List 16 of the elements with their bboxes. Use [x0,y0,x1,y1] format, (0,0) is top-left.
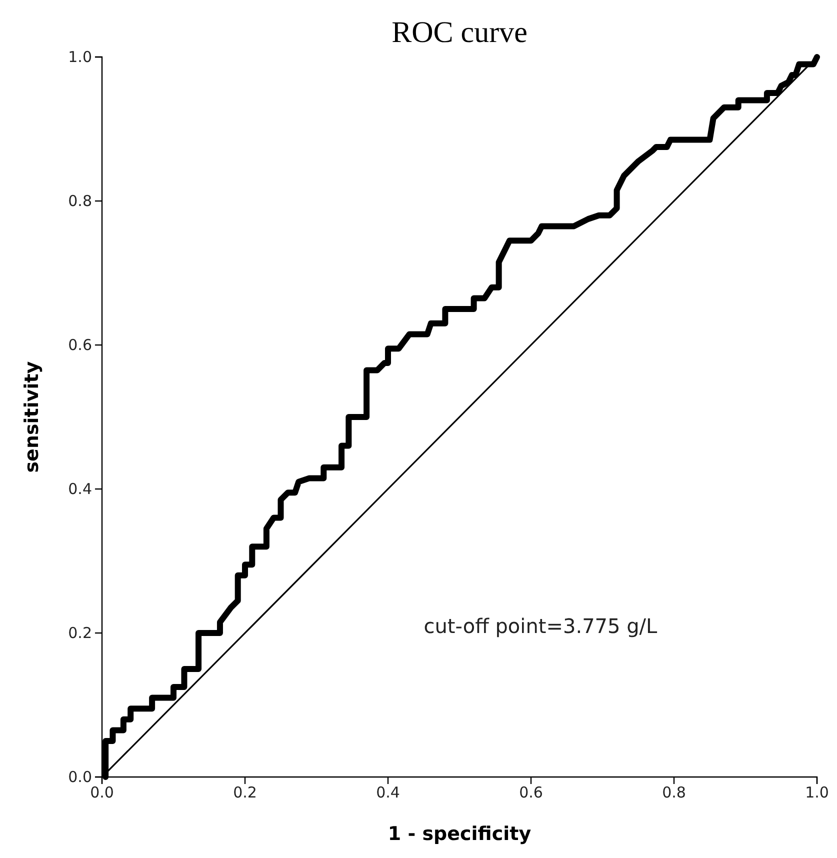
chart-title: ROC curve [392,16,528,49]
y-tick-label: 1.0 [68,48,92,66]
x-tick-label: 0.6 [519,784,543,802]
x-tick-label: 0.2 [233,784,257,802]
y-tick-label: 0.6 [68,336,92,354]
annotation: cut-off point=3.775 g/L [424,614,658,638]
y-axis-title: sensitivity [21,360,43,473]
y-tick-label: 0.8 [68,192,92,210]
y-tick-label: 0.2 [68,624,92,642]
y-tick-label: 0.4 [68,480,92,498]
x-tick-label: 0.0 [90,784,114,802]
y-tick-label: 0.0 [68,768,92,786]
x-axis-title: 1 - specificity [388,823,532,845]
x-tick-label: 0.4 [376,784,400,802]
x-tick-label: 1.0 [805,784,829,802]
x-tick-label: 0.8 [662,784,686,802]
